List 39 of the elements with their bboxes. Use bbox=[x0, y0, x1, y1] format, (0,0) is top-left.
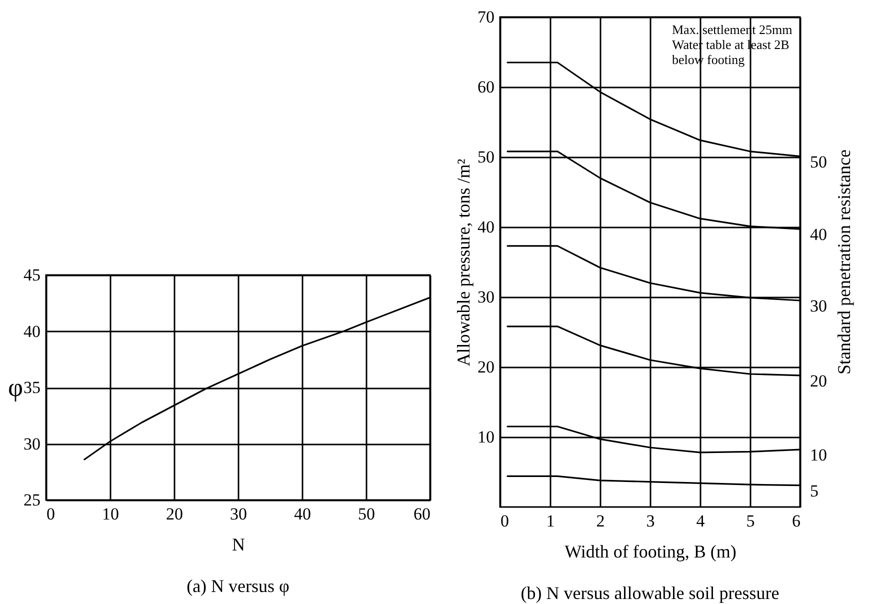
legend-title: Standard penetration resistance bbox=[834, 150, 854, 374]
x-tick-label: 2 bbox=[596, 512, 605, 530]
y-tick-label: 45 bbox=[24, 266, 40, 284]
y-tick-label: 25 bbox=[24, 490, 40, 510]
x-tick-label: 50 bbox=[358, 504, 375, 524]
text: (b) N versus allowable soil pressure bbox=[520, 583, 780, 603]
y-tick-label: 30 bbox=[24, 434, 40, 454]
y-tick-label: 70 bbox=[478, 8, 494, 26]
y-tick-label: 20 bbox=[478, 358, 494, 376]
series-label: 20 bbox=[810, 371, 827, 390]
y-axis-title: Allowable pressure, tons /m² bbox=[454, 158, 474, 366]
y-tick-label: 35 bbox=[24, 378, 40, 397]
y-tick-label: 40 bbox=[478, 218, 494, 236]
x-axis-title: N bbox=[232, 534, 245, 554]
y-tick-label: 60 bbox=[478, 78, 494, 96]
x-tick-label: 5 bbox=[746, 512, 755, 530]
x-tick-label: 20 bbox=[166, 504, 183, 524]
x-tick-label: 30 bbox=[230, 504, 247, 524]
x-tick-label: 4 bbox=[696, 512, 706, 530]
series-label: 50 bbox=[810, 152, 827, 172]
y-tick-label: 10 bbox=[478, 428, 494, 446]
y-tick-label: 40 bbox=[24, 322, 40, 341]
x-tick-label: 40 bbox=[294, 504, 311, 524]
y-axis-title: φ bbox=[8, 373, 24, 402]
x-tick-label: 0 bbox=[500, 512, 509, 530]
series-label: 5 bbox=[810, 481, 818, 500]
x-tick-label: 0 bbox=[46, 504, 55, 524]
series-label: 10 bbox=[810, 446, 827, 465]
text: (a) N versus φ bbox=[186, 576, 290, 596]
x-tick-label: 3 bbox=[646, 512, 655, 530]
x-axis-title: Width of footing, B (m) bbox=[564, 542, 736, 562]
x-tick-label: 60 bbox=[414, 504, 430, 524]
y-tick-label: 50 bbox=[478, 148, 494, 166]
series-label: 40 bbox=[810, 225, 827, 244]
x-tick-label: 1 bbox=[546, 512, 555, 530]
x-tick-label: 10 bbox=[102, 504, 119, 524]
y-tick-label: 30 bbox=[478, 288, 494, 306]
series-label: 30 bbox=[810, 296, 827, 316]
x-tick-label: 6 bbox=[792, 512, 800, 530]
